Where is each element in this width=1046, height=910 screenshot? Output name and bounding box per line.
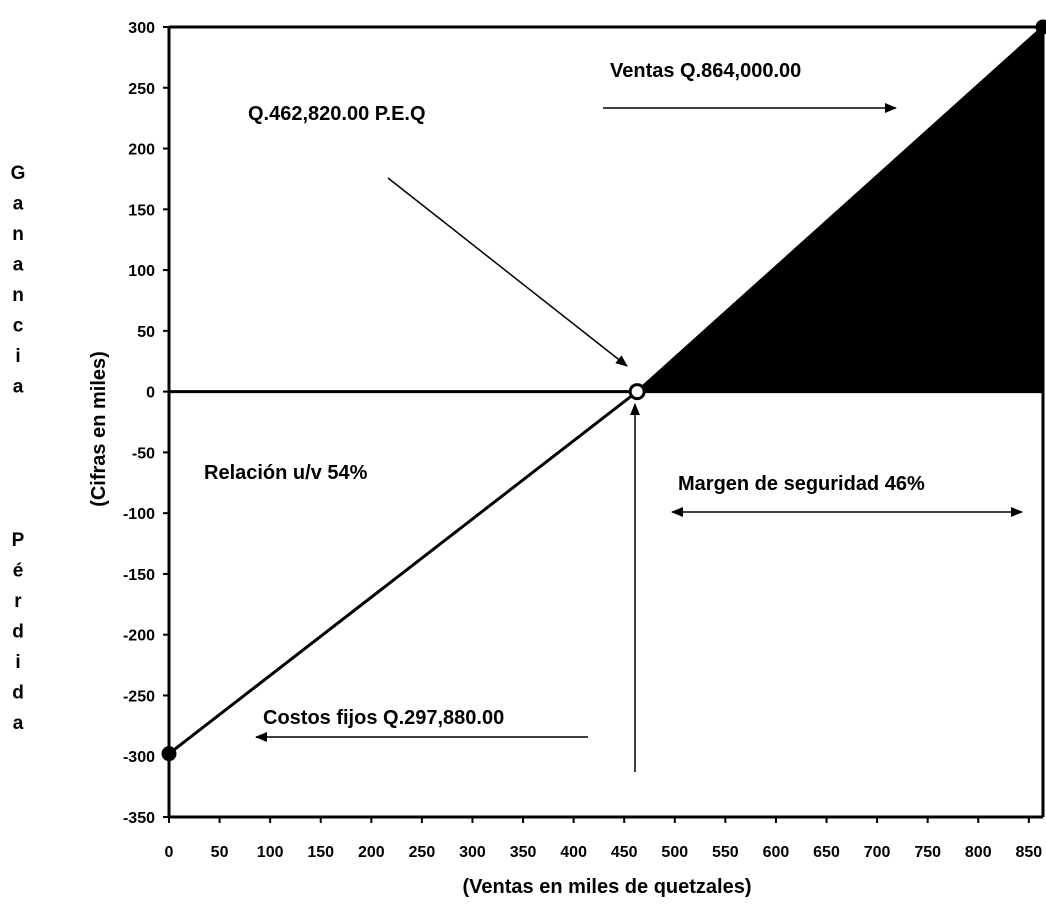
y-tick-label: 200	[128, 142, 155, 159]
x-tick-label: 450	[611, 844, 638, 861]
x-tick-label: 850	[1015, 844, 1042, 861]
x-tick-label: 100	[257, 844, 284, 861]
side-label-letter: d	[12, 622, 24, 643]
y-tick-label: 150	[128, 202, 155, 219]
data-point	[1035, 19, 1046, 35]
y-tick-label: 100	[128, 263, 155, 280]
x-tick-label: 500	[661, 844, 688, 861]
side-label-letter: a	[13, 194, 24, 215]
plot-layer	[161, 19, 1046, 819]
y-tick-label: -200	[123, 628, 155, 645]
y-tick-label: 50	[137, 324, 155, 341]
x-axis-title: (Ventas en miles de quetzales)	[463, 876, 752, 898]
side-label-letter: a	[13, 713, 24, 734]
x-tick-label: 400	[560, 844, 587, 861]
annotation-relacion: Relación u/v 54%	[204, 462, 368, 484]
y-tick-labels: 300 250 200 150 100 50 0 -50 -100 -150 -200 -250 -30…	[123, 20, 169, 827]
y-tick-label: 300	[128, 20, 155, 37]
side-label-letter: r	[14, 591, 22, 612]
x-tick-label: 750	[914, 844, 941, 861]
x-tick-label: 600	[763, 844, 790, 861]
x-tick-label: 700	[864, 844, 891, 861]
annotation-margen: Margen de seguridad 46%	[678, 473, 925, 495]
annotation-ventas: Ventas Q.864,000.00	[610, 60, 801, 82]
side-label-letter: n	[12, 285, 24, 306]
y-tick-label: -250	[123, 688, 155, 705]
y-tick-label: -100	[123, 506, 155, 523]
x-tick-label: 350	[510, 844, 537, 861]
data-point	[161, 746, 177, 762]
x-tick-label: 800	[965, 844, 992, 861]
side-label-letter: a	[13, 377, 24, 398]
annotation-costos-fijos: Costos fijos Q.297,880.00	[263, 707, 504, 729]
x-tick-label: 150	[307, 844, 334, 861]
y-tick-label: -350	[123, 810, 155, 827]
y-axis-title: (Cifras en miles)	[88, 351, 110, 507]
x-tick-label: 550	[712, 844, 739, 861]
y-tick-label: 0	[146, 385, 155, 402]
x-tick-label: 300	[459, 844, 486, 861]
y-tick-label: 250	[128, 81, 155, 98]
side-label-letter: i	[15, 346, 20, 367]
data-point	[628, 383, 646, 401]
y-tick-label: -300	[123, 749, 155, 766]
y-tick-label: -50	[132, 445, 155, 462]
arrow-peq	[387, 177, 628, 367]
x-tick-label: 650	[813, 844, 840, 861]
side-label-letter: i	[15, 652, 20, 673]
x-tick-labels: 0 50 100 150 200 250 300 350 400 450 500 550 600 650 7…	[165, 817, 1042, 861]
side-label-letter: d	[12, 683, 24, 704]
side-label-letter: n	[12, 224, 24, 245]
y-tick-label: -150	[123, 567, 155, 584]
x-tick-label: 250	[409, 844, 436, 861]
side-label-letter: é	[13, 561, 24, 582]
side-label-letter: G	[11, 163, 26, 184]
side-label-letter: a	[13, 255, 24, 276]
annotation-peq: Q.462,820.00 P.E.Q	[248, 103, 426, 125]
side-label-letter: c	[13, 316, 24, 337]
x-tick-label: 200	[358, 844, 385, 861]
x-tick-label: 50	[211, 844, 229, 861]
x-tick-label: 0	[165, 844, 174, 861]
side-label-letter: P	[12, 530, 25, 551]
